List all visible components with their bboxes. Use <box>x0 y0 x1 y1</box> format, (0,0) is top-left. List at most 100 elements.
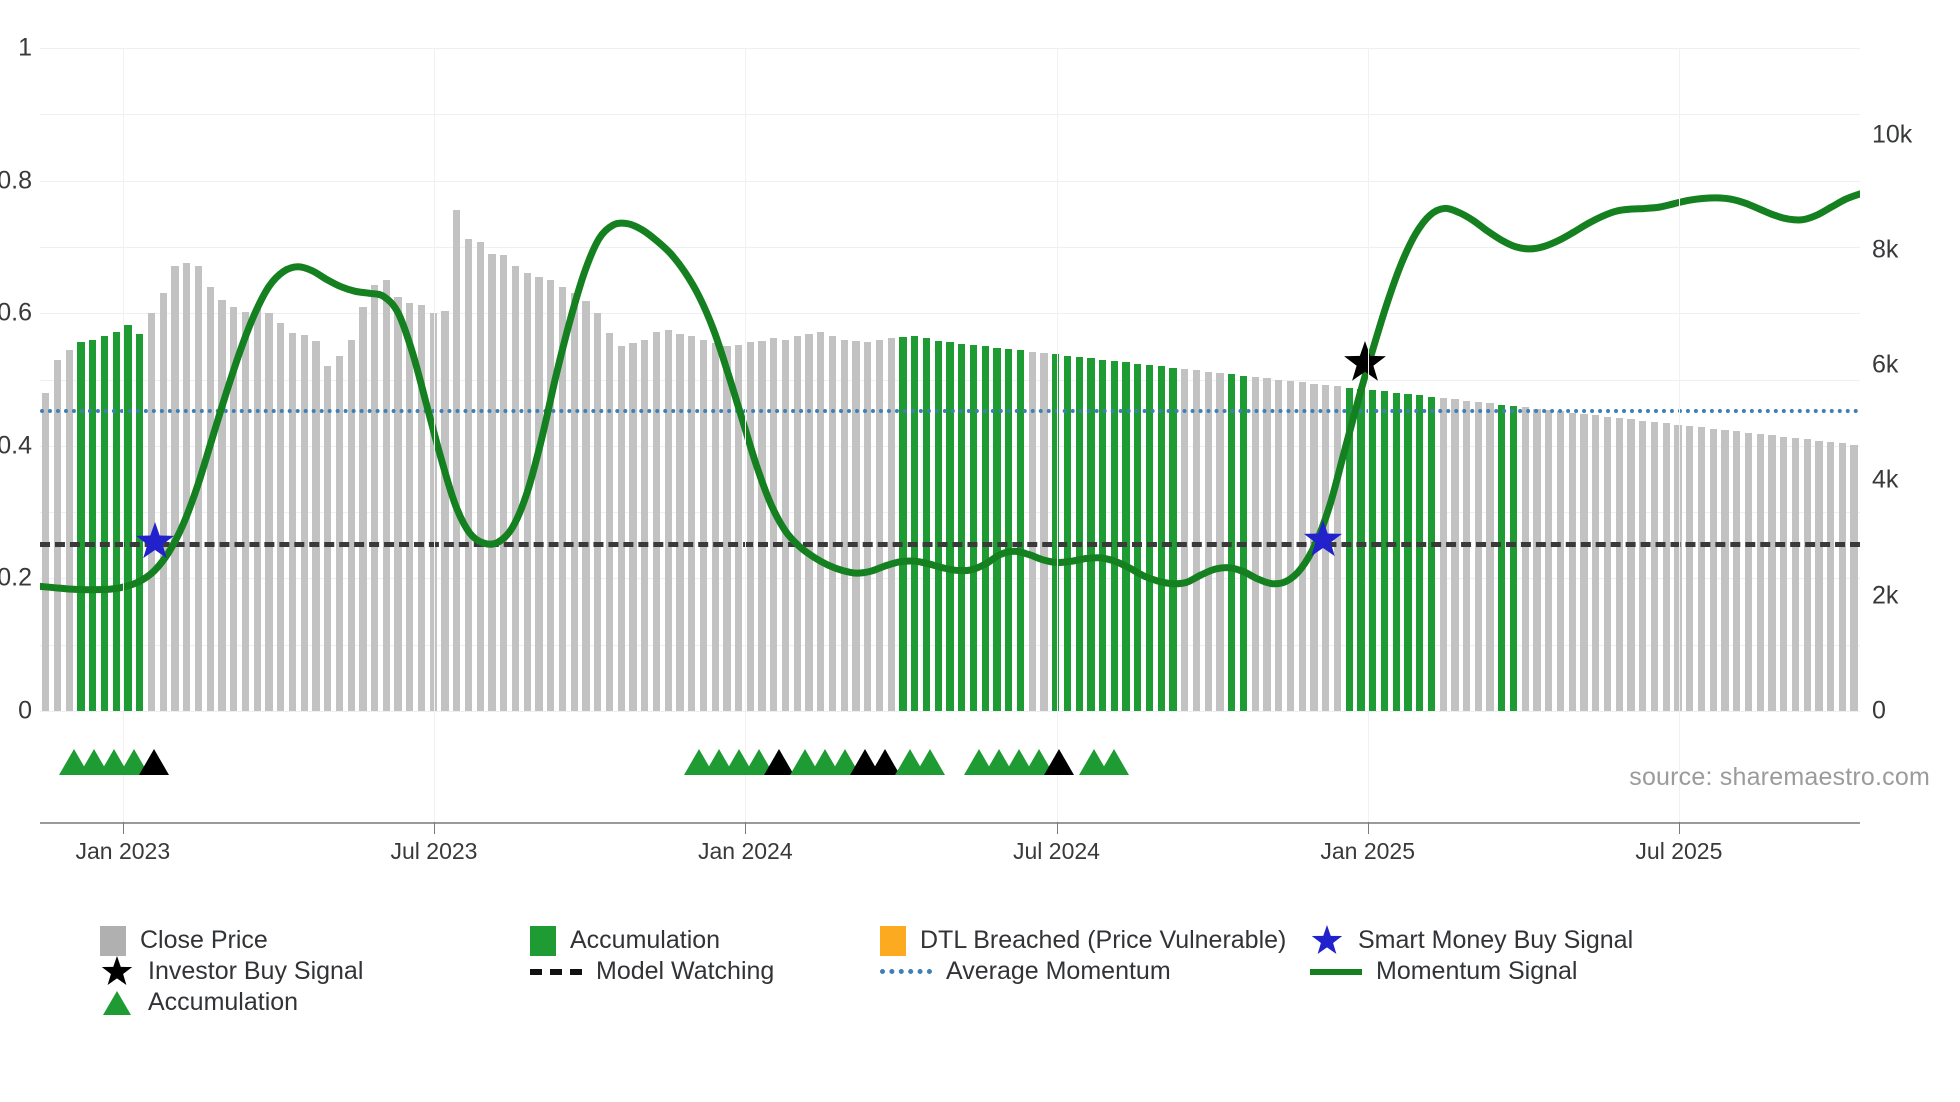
accumulation-bar <box>1404 394 1412 711</box>
accumulation-bar <box>1498 404 1506 711</box>
close-price-bar <box>547 280 555 711</box>
legend-item[interactable]: DTL Breached (Price Vulnerable) <box>880 925 1310 956</box>
close-price-bar <box>1686 425 1694 711</box>
gridline <box>40 180 1860 182</box>
reference-lines <box>40 48 1860 711</box>
close-price-bar <box>1780 436 1788 711</box>
close-price-bar <box>746 342 755 711</box>
right-axis-tick-label: 2k <box>1872 581 1899 610</box>
close-price-bar <box>1838 443 1847 711</box>
close-price-bar <box>817 331 825 711</box>
close-price-bar <box>42 392 50 711</box>
close-price-bar <box>1639 420 1647 711</box>
star-icon <box>1310 924 1344 957</box>
source-note: source: sharemaestro.com <box>1629 763 1930 791</box>
close-price-bar <box>840 339 848 711</box>
square-swatch-icon <box>100 925 126 956</box>
x-axis-tick-label: Jul 2023 <box>390 838 478 864</box>
investor-accumulation-triangle-icon <box>1044 749 1075 775</box>
legend-item[interactable]: Investor Buy Signal <box>100 955 530 988</box>
legend-item[interactable]: Smart Money Buy Signal <box>1310 924 1640 957</box>
left-axis-tick-label: 0 <box>18 696 32 725</box>
accumulation-bar <box>981 346 989 711</box>
close-price-bar <box>159 293 167 711</box>
legend-item[interactable]: Accumulation <box>100 987 530 1019</box>
close-price-bar <box>300 335 308 711</box>
accumulation-bar <box>934 341 942 711</box>
close-price-bar <box>394 296 402 711</box>
chart-legend: Close Price Accumulation DTL Breached (Pri… <box>100 924 1930 1019</box>
close-price-bar <box>1603 416 1612 711</box>
accumulation-bar <box>136 334 144 711</box>
close-price-bar <box>511 265 520 711</box>
legend-item-label: Momentum Signal <box>1376 957 1578 985</box>
close-price-bar <box>65 349 73 711</box>
close-price-bar <box>535 276 543 711</box>
close-price-bar <box>312 341 320 711</box>
close-price-bar <box>500 254 508 711</box>
close-price-bar <box>641 339 649 711</box>
accumulation-bar <box>1169 367 1177 711</box>
close-price-bar <box>1850 444 1858 711</box>
close-price-bar <box>594 313 602 711</box>
close-price-bar <box>1040 353 1048 711</box>
close-price-bar <box>1181 368 1189 711</box>
close-price-bar <box>605 333 614 711</box>
close-price-bar <box>735 345 743 711</box>
legend-item-label: Accumulation <box>570 926 721 954</box>
close-price-bar <box>793 336 801 711</box>
close-price-bar <box>1439 398 1447 711</box>
accumulation-bar <box>899 337 907 711</box>
close-price-bar <box>1721 429 1729 711</box>
close-price-bar <box>1733 431 1741 711</box>
close-price-bar <box>253 308 261 711</box>
gridline <box>40 48 1860 49</box>
close-price-bar <box>617 346 625 711</box>
close-price-bar <box>206 286 214 711</box>
close-price-bar <box>629 343 637 711</box>
close-price-bar <box>1592 415 1600 711</box>
accumulation-bar <box>1134 363 1142 711</box>
accumulation-bar <box>1052 354 1060 711</box>
close-price-bar <box>1697 427 1706 711</box>
legend-item[interactable]: Model Watching <box>530 957 880 986</box>
close-price-bar <box>699 339 708 711</box>
investor-accumulation-triangle-icon <box>138 749 169 775</box>
close-price-bar <box>1827 441 1835 711</box>
legend-item-label: Model Watching <box>596 957 775 985</box>
close-price-bar <box>688 336 696 711</box>
legend-item[interactable]: Accumulation <box>530 925 880 956</box>
accumulation-bar <box>993 347 1001 711</box>
right-axis-tick-label: 0 <box>1872 696 1886 725</box>
x-axis-tick-label: Jul 2025 <box>1635 838 1723 864</box>
x-axis-tick-label: Jan 2025 <box>1320 838 1416 864</box>
close-price-bar <box>171 265 179 711</box>
close-price-bar <box>711 343 719 711</box>
close-price-bar <box>1815 440 1823 711</box>
x-gridline <box>745 48 747 823</box>
close-price-bar <box>347 339 355 711</box>
x-axis-tick-label: Jan 2023 <box>75 838 171 864</box>
x-axis-tick <box>745 822 747 834</box>
gridline <box>40 313 1860 315</box>
legend-item[interactable]: Momentum Signal <box>1310 957 1640 986</box>
legend-item[interactable]: Average Momentum <box>880 957 1310 986</box>
close-price-bar <box>429 313 437 711</box>
accumulation-marker-row <box>40 745 1860 775</box>
close-price-bar <box>1580 414 1588 711</box>
close-price-bar <box>887 338 895 711</box>
square-swatch-icon <box>880 925 906 956</box>
close-price-bar <box>183 262 191 711</box>
right-axis-tick-label: 4k <box>1872 465 1899 494</box>
close-price-bar <box>664 329 672 711</box>
accumulation-bar <box>89 339 97 711</box>
accumulation-bar <box>124 324 132 711</box>
legend-item-label: DTL Breached (Price Vulnerable) <box>920 926 1287 954</box>
legend-item-label: Close Price <box>140 926 268 954</box>
accumulation-bar <box>1122 362 1130 711</box>
x-gridline <box>1678 48 1680 823</box>
accumulation-bar <box>911 335 919 711</box>
close-price-bar <box>1791 437 1800 711</box>
close-price-bar <box>335 356 344 711</box>
legend-item[interactable]: Close Price <box>100 925 530 956</box>
